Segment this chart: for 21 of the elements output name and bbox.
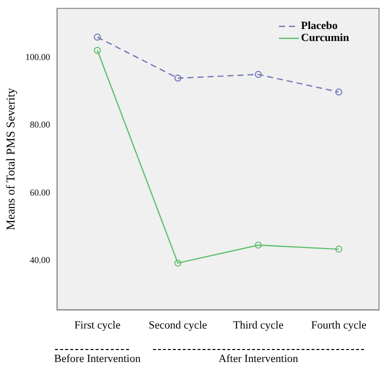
x-tick-label: Third cycle [233,319,284,332]
y-tick-label: 80.00 [30,120,51,130]
x-tick-label: First cycle [74,319,121,332]
y-tick-label: 100.00 [25,52,51,62]
text: After Intervention [218,352,299,365]
x-tick-label: Second cycle [148,319,208,332]
point [94,34,101,41]
y-axis-title: Means of Total PMS Severity [3,88,18,230]
legend-label: Curcumin [301,32,350,44]
point [174,260,182,267]
point [254,242,262,249]
y-tick-label: 40.00 [30,255,51,266]
text: Before Intervention [54,352,142,365]
point [94,46,101,54]
point [335,88,342,96]
legend-label: Placebo [301,20,338,32]
y-tick-label: 60.00 [30,187,51,198]
point [174,74,182,82]
x-tick-label: Fourth cycle [311,319,367,332]
point [335,246,342,253]
point [254,70,262,78]
